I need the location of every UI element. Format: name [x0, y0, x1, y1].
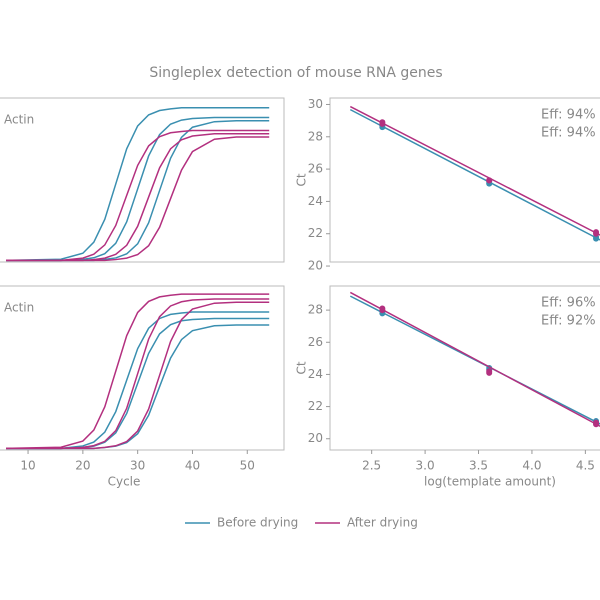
panel-label: Actin — [4, 301, 34, 315]
y-axis-label: Ct — [295, 173, 309, 186]
x-tick-label: 4.5 — [576, 459, 595, 473]
y-tick-label: 24 — [308, 367, 323, 381]
fit-line — [349, 291, 600, 428]
legend-label: After drying — [347, 516, 418, 530]
x-tick-label: 10 — [20, 459, 35, 473]
y-tick-label: 24 — [308, 194, 323, 208]
fit-line — [349, 105, 600, 236]
x-tick-label: 20 — [75, 459, 90, 473]
curve — [6, 132, 270, 262]
y-axis-label: Ct — [295, 361, 309, 374]
annotation: Eff: 94% r2 — [541, 126, 600, 141]
y-tick-label: 28 — [308, 129, 323, 143]
annotation: Eff: 96% r2 — [541, 296, 600, 311]
x-tick-label: 50 — [240, 459, 255, 473]
panel — [0, 285, 285, 451]
x-tick-label: 2.5 — [362, 459, 381, 473]
y-tick-label: 22 — [308, 226, 323, 240]
annotation: Eff: 92% r2 — [541, 314, 600, 329]
curve — [6, 116, 270, 262]
curve — [6, 129, 270, 262]
x-tick-label: 4.0 — [522, 459, 541, 473]
panel-label: Actin — [4, 113, 34, 127]
panel — [329, 285, 600, 451]
annotation: Eff: 94% r2 — [541, 108, 600, 123]
point — [593, 419, 600, 426]
y-tick-label: 20 — [308, 431, 323, 445]
y-tick-label: 30 — [308, 97, 323, 111]
curve — [6, 301, 270, 450]
y-tick-label: 26 — [308, 162, 323, 176]
x-axis-label: log(template amount) — [424, 475, 556, 489]
curve — [6, 136, 270, 262]
curve — [6, 298, 270, 450]
y-tick-label: 28 — [308, 303, 323, 317]
fit-line — [349, 108, 600, 241]
point — [486, 177, 493, 184]
y-tick-label: 26 — [308, 335, 323, 349]
panel — [329, 97, 600, 263]
point — [379, 305, 386, 312]
point — [486, 369, 493, 376]
x-tick-label: 3.5 — [469, 459, 488, 473]
curve — [6, 293, 270, 450]
y-tick-label: 20 — [308, 259, 323, 273]
x-tick-label: 3.0 — [416, 459, 435, 473]
curve — [6, 106, 270, 262]
panel — [0, 97, 285, 263]
x-tick-label: 30 — [130, 459, 145, 473]
x-axis-label: Cycle — [108, 475, 141, 489]
legend-label: Before drying — [217, 516, 298, 530]
chart-title: Singleplex detection of mouse RNA genes — [149, 65, 442, 81]
x-tick-label: 40 — [185, 459, 200, 473]
point — [593, 229, 600, 236]
curve — [6, 317, 270, 450]
curve — [6, 311, 270, 450]
point — [379, 120, 386, 127]
y-tick-label: 22 — [308, 399, 323, 413]
